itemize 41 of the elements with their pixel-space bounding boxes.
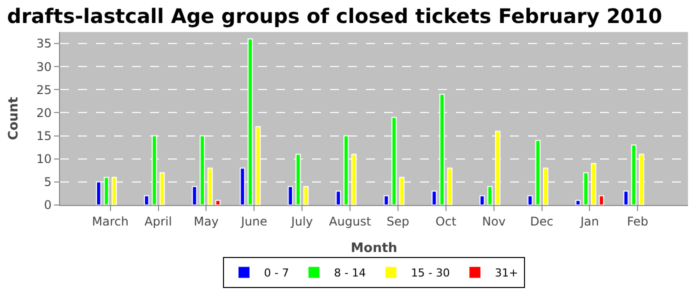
legend-label: 31+ bbox=[494, 266, 518, 280]
bar bbox=[480, 195, 485, 205]
y-tick-label: 35 bbox=[36, 36, 52, 51]
x-tick-label: Nov bbox=[482, 214, 506, 228]
x-tick-label: July bbox=[290, 214, 313, 228]
legend-label: 8 - 14 bbox=[334, 266, 366, 280]
bar bbox=[336, 190, 341, 205]
bar bbox=[144, 195, 150, 205]
bar bbox=[303, 186, 309, 205]
x-tick-label: Feb bbox=[627, 214, 648, 228]
bar bbox=[527, 195, 533, 205]
bar bbox=[288, 186, 294, 205]
x-tick-label: March bbox=[92, 214, 129, 228]
x-tick-label: Oct bbox=[436, 214, 457, 228]
bar bbox=[432, 190, 437, 205]
x-tick-label: May bbox=[194, 214, 219, 228]
bar bbox=[215, 200, 221, 205]
x-tick-label: Jan bbox=[579, 214, 599, 228]
chart-title: drafts-lastcall Age groups of closed tickets February 2010 bbox=[7, 4, 662, 28]
y-tick-label: 20 bbox=[36, 106, 52, 120]
bar bbox=[487, 186, 493, 205]
bar bbox=[598, 195, 604, 205]
x-tick-label: April bbox=[144, 214, 172, 228]
y-tick-label: 30 bbox=[36, 60, 52, 74]
y-tick-label: 15 bbox=[36, 129, 52, 143]
bar bbox=[623, 190, 629, 205]
y-tick-label: 10 bbox=[36, 152, 52, 166]
legend-label: 15 - 30 bbox=[410, 266, 450, 280]
x-tick-label: August bbox=[329, 214, 372, 228]
x-tick-label: Sep bbox=[386, 214, 410, 228]
y-tick-label: 25 bbox=[36, 82, 52, 97]
x-tick-label: Dec bbox=[530, 214, 554, 228]
bar bbox=[575, 200, 581, 205]
bar bbox=[192, 186, 198, 205]
bar bbox=[384, 195, 389, 205]
y-tick-label: 0 bbox=[44, 198, 52, 212]
y-axis-title: Count bbox=[6, 96, 22, 140]
legend-label: 0 - 7 bbox=[264, 266, 289, 280]
y-tick-label: 5 bbox=[44, 175, 52, 190]
x-axis-title: Month bbox=[350, 241, 398, 256]
x-tick-label: June bbox=[240, 214, 268, 228]
